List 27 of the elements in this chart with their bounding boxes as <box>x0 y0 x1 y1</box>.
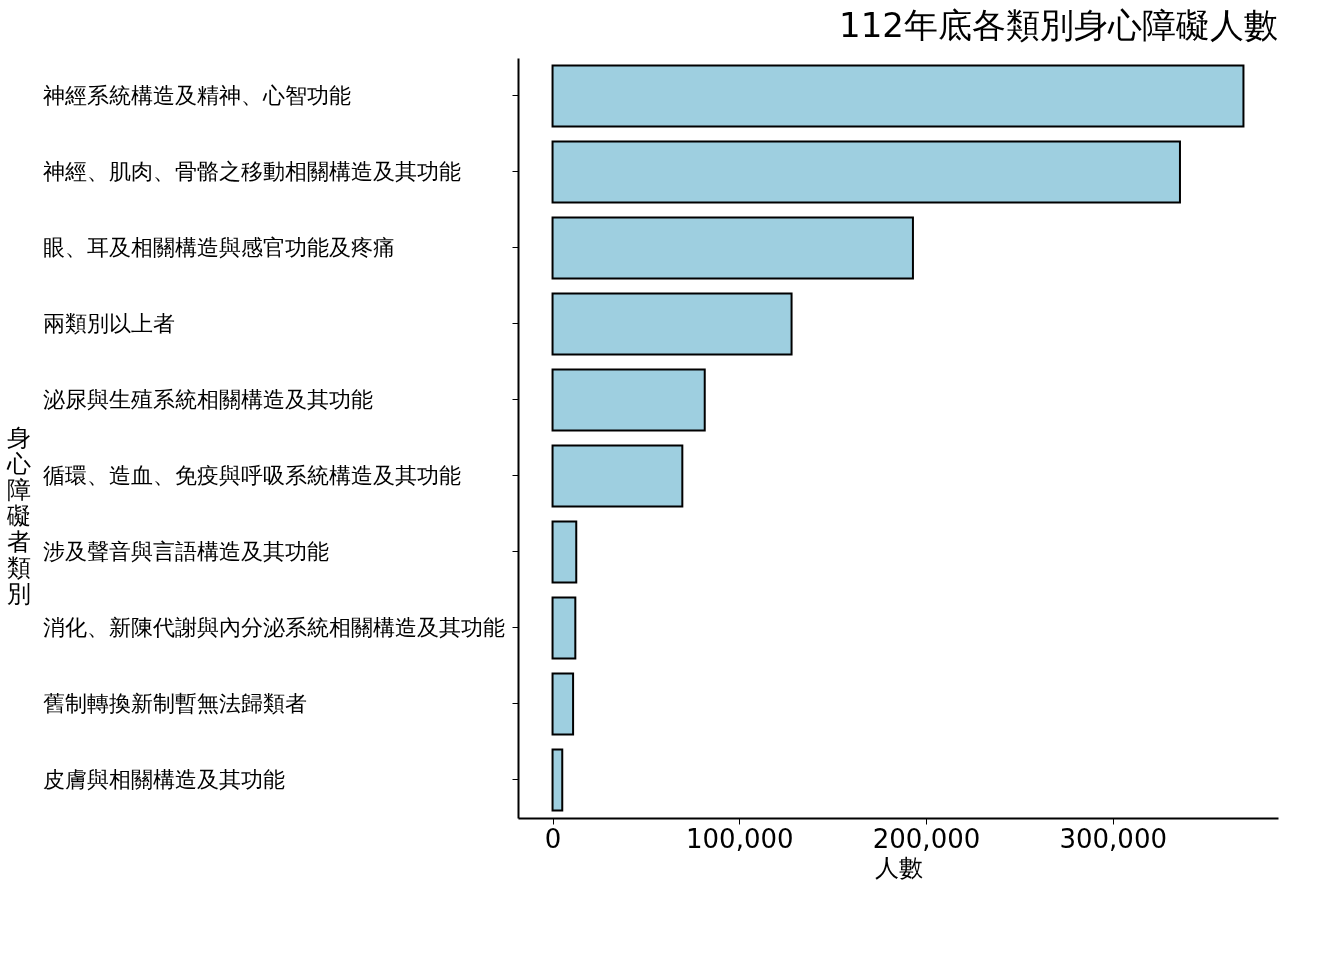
bar <box>551 140 1181 204</box>
bar <box>551 216 914 280</box>
x-tick-label: 100,000 <box>686 823 794 854</box>
bar <box>551 596 577 660</box>
x-tick-label: 200,000 <box>872 823 981 854</box>
chart-title: 112年底各類別身心障礙人數 <box>839 5 1278 45</box>
y-tick-label: 神經、肌肉、骨骼之移動相關構造及其功能 <box>42 159 461 184</box>
y-tick-label: 兩類別以上者 <box>42 311 175 336</box>
y-tick-label: 消化、新陳代謝與內分泌系統相關構造及其功能 <box>42 615 505 640</box>
y-tick-label: 循環、造血、免疫與呼吸系統構造及其功能 <box>42 463 461 488</box>
y-tick-label: 眼、耳及相關構造與感官功能及疼痛 <box>42 235 395 260</box>
bar <box>551 520 578 584</box>
bar <box>551 748 564 812</box>
x-tick-label: 300,000 <box>1059 823 1168 854</box>
bar <box>551 444 684 508</box>
bar <box>551 292 793 356</box>
x-tick-label: 0 <box>544 823 562 854</box>
y-tick-label: 涉及聲音與言語構造及其功能 <box>42 539 329 564</box>
bar <box>551 672 575 736</box>
y-axis-title: 身心障礙者類別 <box>5 423 31 608</box>
x-axis-title: 人數 <box>874 853 923 882</box>
y-tick-label: 泌尿與生殖系統相關構造及其功能 <box>42 387 373 412</box>
bar <box>551 64 1245 128</box>
y-tick-label: 神經系統構造及精神、心智功能 <box>42 83 351 108</box>
y-tick-label: 皮膚與相關構造及其功能 <box>42 767 285 792</box>
bar <box>551 368 706 432</box>
y-tick-label: 舊制轉換新制暫無法歸類者 <box>42 691 307 716</box>
